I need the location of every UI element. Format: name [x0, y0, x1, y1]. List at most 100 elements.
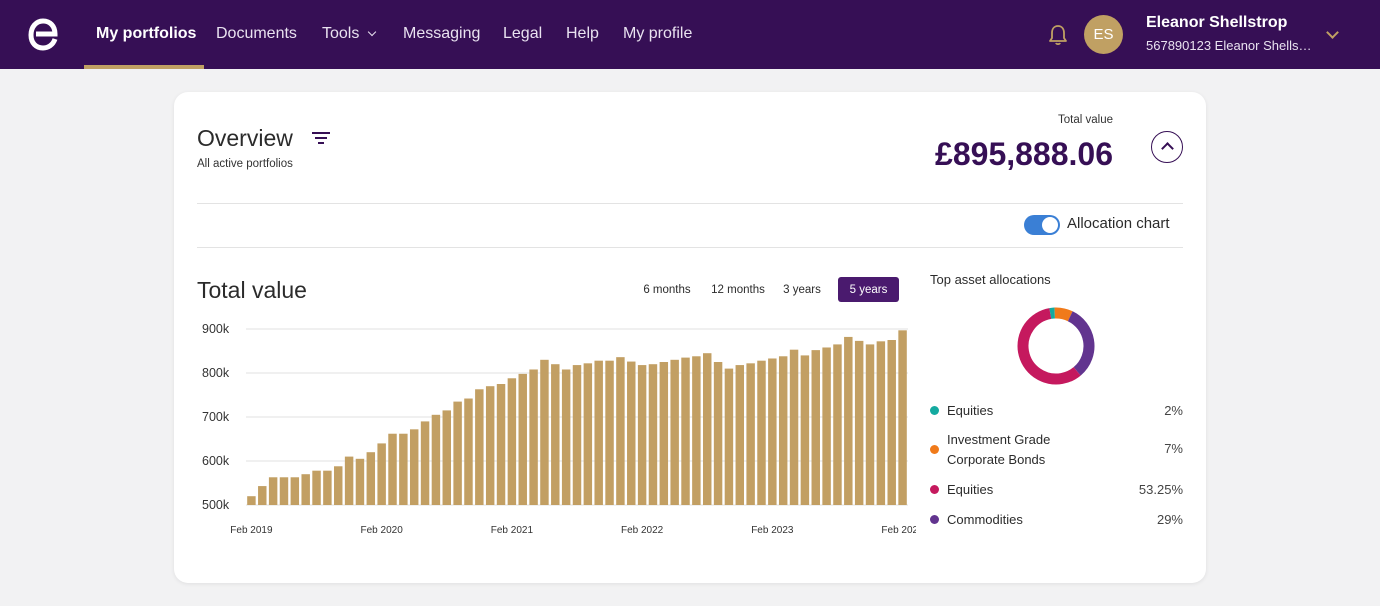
- chart-bar[interactable]: [485, 386, 495, 505]
- legend-dot: [930, 406, 939, 415]
- y-tick-label: 500k: [202, 498, 230, 512]
- donut-slice[interactable]: [1017, 307, 1095, 385]
- chart-bar[interactable]: [681, 357, 690, 505]
- chart-bar[interactable]: [377, 443, 386, 505]
- chart-bar[interactable]: [301, 474, 310, 505]
- nav-item-documents[interactable]: Documents: [216, 25, 297, 42]
- chart-bar[interactable]: [442, 410, 451, 505]
- chart-bar[interactable]: [616, 357, 625, 505]
- donut-slice[interactable]: [1017, 307, 1095, 385]
- chart-bar[interactable]: [334, 466, 343, 505]
- chart-bar[interactable]: [659, 362, 669, 505]
- chart-bar[interactable]: [290, 477, 300, 505]
- chart-bar[interactable]: [409, 429, 419, 505]
- chevron-down-icon[interactable]: [1326, 26, 1339, 39]
- nav-item-messaging[interactable]: Messaging: [403, 25, 481, 42]
- chart-bar[interactable]: [355, 458, 365, 505]
- chart-bar[interactable]: [388, 433, 397, 505]
- chart-bar[interactable]: [757, 360, 766, 505]
- bell-icon[interactable]: [1048, 24, 1068, 46]
- chart-bar[interactable]: [887, 340, 896, 505]
- chart-bar[interactable]: [648, 364, 658, 505]
- y-tick-label: 700k: [202, 410, 230, 424]
- chart-bar[interactable]: [399, 433, 408, 505]
- chevron-down-icon: [368, 27, 377, 37]
- chart-bar[interactable]: [453, 401, 462, 505]
- nav-item-my-portfolios[interactable]: My portfolios: [96, 25, 197, 42]
- nav-item-tools[interactable]: Tools: [322, 25, 377, 43]
- nav-item-my-profile[interactable]: My profile: [623, 25, 693, 42]
- chart-bar[interactable]: [583, 363, 593, 505]
- chart-bar[interactable]: [811, 350, 820, 505]
- brand-logo-icon[interactable]: [28, 17, 58, 51]
- chart-bar[interactable]: [475, 389, 484, 505]
- chart-bar[interactable]: [854, 340, 864, 505]
- chart-bar[interactable]: [735, 365, 745, 505]
- chart-bar[interactable]: [420, 421, 430, 505]
- user-account[interactable]: 567890123 Eleanor Shellstrop: [1146, 38, 1314, 53]
- chart-bar[interactable]: [670, 359, 679, 505]
- chart-bar[interactable]: [637, 365, 647, 505]
- allocations-title: Top asset allocations: [930, 272, 1051, 287]
- y-tick-label: 600k: [202, 454, 230, 468]
- chart-bar[interactable]: [713, 362, 723, 505]
- nav-item-help[interactable]: Help: [566, 25, 599, 42]
- chart-bar[interactable]: [540, 359, 549, 505]
- allocation-donut-chart: [1017, 307, 1095, 385]
- range-12-months-button[interactable]: 12 months: [711, 283, 765, 296]
- collapse-button[interactable]: [1151, 131, 1183, 163]
- chart-bar[interactable]: [344, 456, 354, 505]
- chart-bar[interactable]: [822, 347, 831, 505]
- chart-bar[interactable]: [464, 398, 473, 505]
- avatar[interactable]: ES: [1084, 15, 1123, 54]
- chart-bar[interactable]: [551, 364, 560, 505]
- chart-bar[interactable]: [789, 349, 799, 505]
- chart-bar[interactable]: [258, 486, 267, 505]
- chart-bar[interactable]: [768, 358, 777, 505]
- x-tick-label: Feb 2020: [361, 525, 404, 536]
- chart-bar[interactable]: [529, 369, 538, 505]
- chart-bar[interactable]: [778, 356, 788, 505]
- chart-bar[interactable]: [605, 360, 614, 505]
- chart-bar[interactable]: [898, 330, 907, 505]
- nav-item-legal[interactable]: Legal: [503, 25, 543, 42]
- chart-bar[interactable]: [312, 470, 321, 505]
- allocation-chart-toggle[interactable]: [1024, 215, 1060, 235]
- user-name[interactable]: Eleanor Shellstrop: [1146, 14, 1288, 31]
- legend-pct: 7%: [1164, 441, 1183, 456]
- chart-bar[interactable]: [746, 363, 755, 505]
- chart-bar[interactable]: [431, 414, 441, 505]
- chart-bar[interactable]: [724, 368, 734, 505]
- x-tick-label: Feb 2019: [230, 525, 273, 536]
- chart-bar[interactable]: [561, 369, 571, 505]
- overview-title: Overview: [197, 125, 293, 151]
- chart-bar[interactable]: [518, 373, 527, 505]
- legend-name: Equities: [947, 403, 994, 418]
- filter-icon[interactable]: [311, 131, 331, 145]
- chart-bar[interactable]: [268, 477, 278, 505]
- range-3-years-button[interactable]: 3 years: [783, 283, 821, 296]
- chart-bar[interactable]: [323, 470, 332, 505]
- chart-bar[interactable]: [366, 452, 376, 505]
- chart-bar[interactable]: [692, 356, 701, 505]
- chart-bar[interactable]: [594, 360, 603, 505]
- y-tick-label: 900k: [202, 322, 230, 336]
- chart-bar[interactable]: [496, 384, 506, 505]
- chart-bar[interactable]: [627, 361, 636, 505]
- chart-bar[interactable]: [247, 496, 256, 505]
- range-5-years-button[interactable]: 5 years: [838, 277, 899, 302]
- range-6-months-button[interactable]: 6 months: [643, 283, 691, 296]
- chart-bar[interactable]: [507, 378, 517, 505]
- legend-dot: [930, 485, 939, 494]
- chart-bar[interactable]: [844, 336, 853, 505]
- chart-bar[interactable]: [865, 344, 875, 505]
- y-tick-label: 800k: [202, 366, 230, 380]
- legend-dot: [930, 445, 939, 454]
- chart-bar[interactable]: [876, 341, 886, 505]
- chart-bar[interactable]: [833, 344, 842, 505]
- nav-item-tools-label: Tools: [322, 25, 360, 42]
- chart-bar[interactable]: [703, 353, 712, 505]
- chart-bar[interactable]: [279, 477, 289, 505]
- chart-bar[interactable]: [800, 355, 810, 505]
- chart-bar[interactable]: [572, 365, 582, 505]
